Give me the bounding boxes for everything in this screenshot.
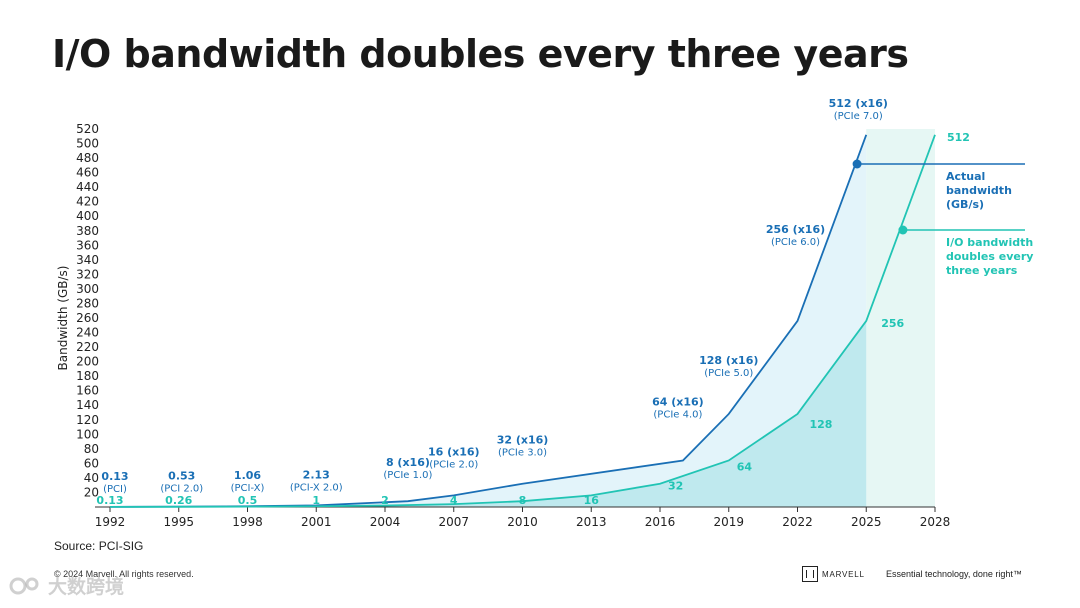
actual-legend-label: bandwidth <box>946 184 1012 197</box>
y-tick-label: 140 <box>76 398 99 412</box>
doubling-data-label: 256 <box>881 317 904 330</box>
doubling-data-label: 8 <box>519 494 527 507</box>
actual-legend-label: (GB/s) <box>946 198 984 211</box>
actual-data-sublabel: (PCIe 5.0) <box>704 368 753 379</box>
doubling-legend-label: I/O bandwidth <box>946 236 1033 249</box>
actual-data-label: 512 (x16) <box>829 97 888 110</box>
y-tick-label: 320 <box>76 267 99 281</box>
actual-data-sublabel: (PCI-X) <box>231 483 265 494</box>
actual-data-label: 2.13 <box>303 468 330 481</box>
y-tick-label: 440 <box>76 180 99 194</box>
doubling-data-label: 0.26 <box>165 494 192 507</box>
y-tick-label: 360 <box>76 238 99 252</box>
y-tick-label: 260 <box>76 311 99 325</box>
y-tick-label: 500 <box>76 137 99 151</box>
y-tick-label: 280 <box>76 296 99 310</box>
x-tick-label: 2013 <box>576 515 607 529</box>
x-tick-label: 1992 <box>95 515 126 529</box>
doubling-data-label: 512 <box>947 131 970 144</box>
brand-name: MARVELL <box>822 569 865 579</box>
y-tick-label: 180 <box>76 369 99 383</box>
y-axis-label: Bandwidth (GB/s) <box>56 266 70 371</box>
y-tick-label: 340 <box>76 253 99 267</box>
y-tick-label: 40 <box>84 471 99 485</box>
marvell-logo-icon <box>802 566 818 582</box>
doubling-data-label: 4 <box>450 494 458 507</box>
chart-title: I/O bandwidth doubles every three years <box>52 32 909 76</box>
actual-data-sublabel: (PCI 2.0) <box>160 484 203 495</box>
actual-data-sublabel: (PCIe 1.0) <box>383 470 432 481</box>
actual-data-label: 16 (x16) <box>428 445 480 458</box>
actual-data-label: 1.06 <box>234 469 261 482</box>
y-tick-label: 200 <box>76 355 99 369</box>
x-tick-label: 2004 <box>370 515 401 529</box>
doubling-line <box>109 134 936 508</box>
doubling-data-label: 0.13 <box>96 494 123 507</box>
marvell-logo: MARVELL <box>802 565 865 583</box>
x-tick-label: 2007 <box>438 515 469 529</box>
doubling-data-label: 128 <box>810 418 833 431</box>
actual-legend-dot <box>852 159 862 169</box>
actual-data-sublabel: (PCIe 2.0) <box>429 459 478 470</box>
y-tick-label: 420 <box>76 195 99 209</box>
y-tick-label: 300 <box>76 282 99 296</box>
y-tick-label: 460 <box>76 166 99 180</box>
actual-data-sublabel: (PCIe 3.0) <box>498 448 547 459</box>
y-tick-label: 240 <box>76 326 99 340</box>
doubling-data-label: 2 <box>381 494 389 507</box>
doubling-legend-label: doubles every <box>946 250 1033 263</box>
doubling-data-label: 64 <box>737 460 753 473</box>
bandwidth-chart: 2040608010012014016018020022024026028030… <box>56 97 1033 529</box>
watermark-text: 大数跨境 <box>48 576 125 598</box>
source-note: Source: PCI-SIG <box>54 539 144 553</box>
x-tick-label: 1998 <box>232 515 263 529</box>
tagline: Essential technology, done right™ <box>886 569 1022 579</box>
y-tick-label: 400 <box>76 209 99 223</box>
actual-data-label: 64 (x16) <box>652 395 704 408</box>
actual-data-label: 0.13 <box>101 470 128 483</box>
actual-data-label: 128 (x16) <box>699 354 758 367</box>
doubling-area <box>110 320 867 507</box>
doubling-data-label: 1 <box>312 494 320 507</box>
y-tick-label: 120 <box>76 413 99 427</box>
y-tick-label: 520 <box>76 122 99 136</box>
x-tick-label: 2016 <box>645 515 676 529</box>
doubling-data-label: 0.5 <box>238 494 258 507</box>
y-tick-label: 80 <box>84 442 99 456</box>
actual-data-label: 8 (x16) <box>386 456 430 469</box>
y-tick-label: 160 <box>76 384 99 398</box>
watermark: 大数跨境 <box>8 572 124 599</box>
y-tick-label: 220 <box>76 340 99 354</box>
doubling-legend-label: three years <box>946 264 1018 277</box>
actual-data-sublabel: (PCIe 7.0) <box>834 111 883 122</box>
projection-region <box>866 129 935 507</box>
actual-data-sublabel: (PCIe 6.0) <box>771 237 820 248</box>
actual-data-sublabel: (PCI-X 2.0) <box>290 482 343 493</box>
x-tick-label: 2025 <box>851 515 882 529</box>
y-tick-label: 20 <box>84 485 99 499</box>
y-tick-label: 100 <box>76 427 99 441</box>
actual-legend-label: Actual <box>946 170 985 183</box>
x-tick-label: 2022 <box>782 515 813 529</box>
x-tick-label: 2001 <box>301 515 332 529</box>
doubling-data-label: 32 <box>668 480 683 493</box>
actual-data-sublabel: (PCIe 4.0) <box>653 409 702 420</box>
copyright-note: © 2024 Marvell. All rights reserved. <box>54 569 194 579</box>
actual-data-label: 32 (x16) <box>497 434 549 447</box>
y-tick-label: 480 <box>76 151 99 165</box>
doubling-data-label: 16 <box>584 494 600 507</box>
doubling-legend-dot <box>898 225 908 235</box>
x-tick-label: 1995 <box>163 515 194 529</box>
x-tick-label: 2028 <box>920 515 951 529</box>
actual-data-label: 256 (x16) <box>766 223 825 236</box>
watermark-logo-icon <box>9 577 39 594</box>
x-tick-label: 2010 <box>507 515 538 529</box>
y-tick-label: 60 <box>84 456 99 470</box>
actual-data-sublabel: (PCI) <box>103 484 127 495</box>
y-tick-label: 380 <box>76 224 99 238</box>
actual-data-label: 0.53 <box>168 470 195 483</box>
x-tick-label: 2019 <box>713 515 744 529</box>
